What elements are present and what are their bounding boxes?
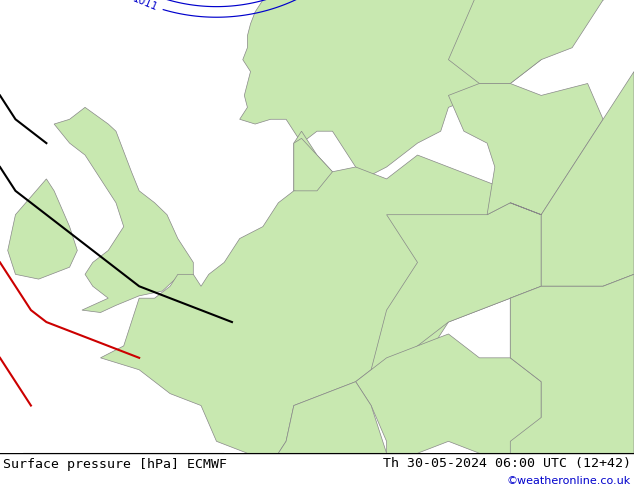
Polygon shape: [510, 274, 634, 453]
Polygon shape: [510, 274, 634, 453]
Polygon shape: [54, 107, 193, 313]
Polygon shape: [23, 453, 224, 477]
Polygon shape: [371, 203, 541, 370]
Text: 1011: 1011: [131, 0, 160, 13]
Polygon shape: [8, 179, 77, 279]
Text: ©weatheronline.co.uk: ©weatheronline.co.uk: [507, 476, 631, 486]
Polygon shape: [510, 72, 634, 286]
Polygon shape: [240, 0, 634, 179]
Polygon shape: [448, 0, 634, 83]
Text: Th 30-05-2024 06:00 UTC (12+42): Th 30-05-2024 06:00 UTC (12+42): [383, 457, 631, 470]
Polygon shape: [294, 131, 332, 196]
Polygon shape: [356, 334, 541, 453]
Polygon shape: [294, 138, 332, 196]
Polygon shape: [278, 382, 387, 453]
Text: Surface pressure [hPa] ECMWF: Surface pressure [hPa] ECMWF: [3, 458, 227, 471]
Polygon shape: [101, 155, 541, 453]
Polygon shape: [448, 83, 603, 215]
